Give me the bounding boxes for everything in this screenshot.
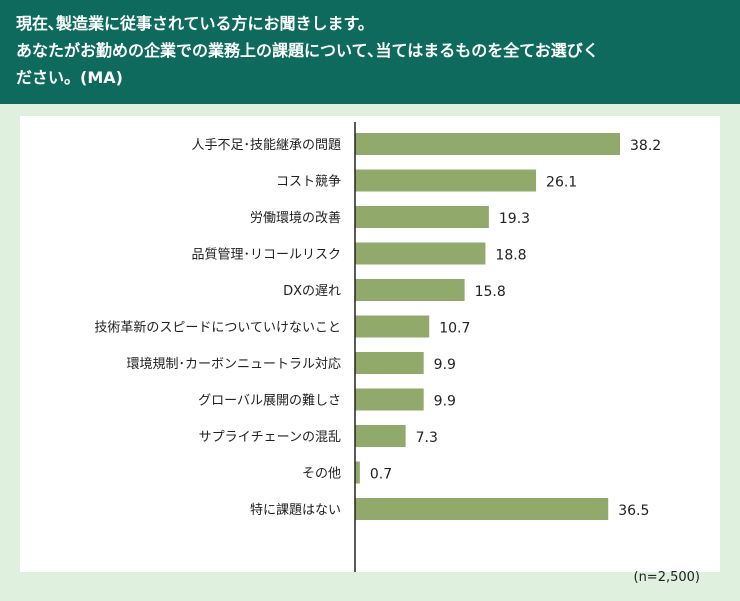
bar <box>355 206 489 228</box>
category-label: コスト競争 <box>276 175 341 190</box>
category-label: 技術革新のスピードについていけないこと <box>94 320 341 336</box>
category-label: DXの遅れ <box>283 284 341 299</box>
value-label: 0.7 <box>370 467 392 483</box>
value-label: 9.9 <box>434 394 456 410</box>
bar <box>355 352 424 374</box>
value-label: 36.5 <box>618 503 649 519</box>
value-label: 26.1 <box>546 175 577 191</box>
category-label: グローバル展開の難しさ <box>198 394 341 409</box>
bar-chart: 人手不足･技能継承の問題 38.2 コスト競争 26.1 労働環境の改善 19.3 品質管理… <box>94 122 661 572</box>
chart-header: 現在､製造業に従事されている方にお聞きします。 あなたがお勤めの企業での業務上の… <box>0 0 740 104</box>
bar <box>355 425 406 447</box>
bar <box>355 315 430 338</box>
bar <box>355 498 609 520</box>
header-line-3: ださい。(MA) <box>16 68 123 87</box>
category-label: 人手不足･技能継承の問題 <box>191 138 341 153</box>
bar <box>355 133 620 155</box>
bar <box>355 388 424 411</box>
value-label: 7.3 <box>416 430 438 446</box>
category-label: 品質管理･リコールリスク <box>191 248 341 263</box>
category-label: 環境規制･カーボンニュートラル対応 <box>126 357 341 372</box>
header-line-1: 現在､製造業に従事されている方にお聞きします。 <box>16 14 374 33</box>
bar <box>355 242 486 265</box>
value-label: 9.9 <box>434 357 456 373</box>
value-label: 18.8 <box>495 248 526 264</box>
bar <box>355 279 465 301</box>
sample-size-note: (n=2,500) <box>633 570 701 585</box>
category-label: 特に課題はない <box>250 502 341 518</box>
category-label: サプライチェーンの混乱 <box>199 430 341 445</box>
value-label: 15.8 <box>475 284 506 300</box>
value-label: 38.2 <box>630 138 661 154</box>
value-label: 10.7 <box>439 321 470 337</box>
bar <box>355 169 537 192</box>
category-label: その他 <box>302 467 341 482</box>
plot-area: 人手不足･技能継承の問題 38.2 コスト競争 26.1 労働環境の改善 19.3 品質管理… <box>20 116 720 572</box>
category-label: 労働環境の改善 <box>250 210 341 226</box>
header-line-2: あなたがお勤めの企業での業務上の課題について､当てはまるものを全てお選びく <box>16 41 599 60</box>
value-label: 19.3 <box>499 211 530 227</box>
bar <box>355 461 360 484</box>
